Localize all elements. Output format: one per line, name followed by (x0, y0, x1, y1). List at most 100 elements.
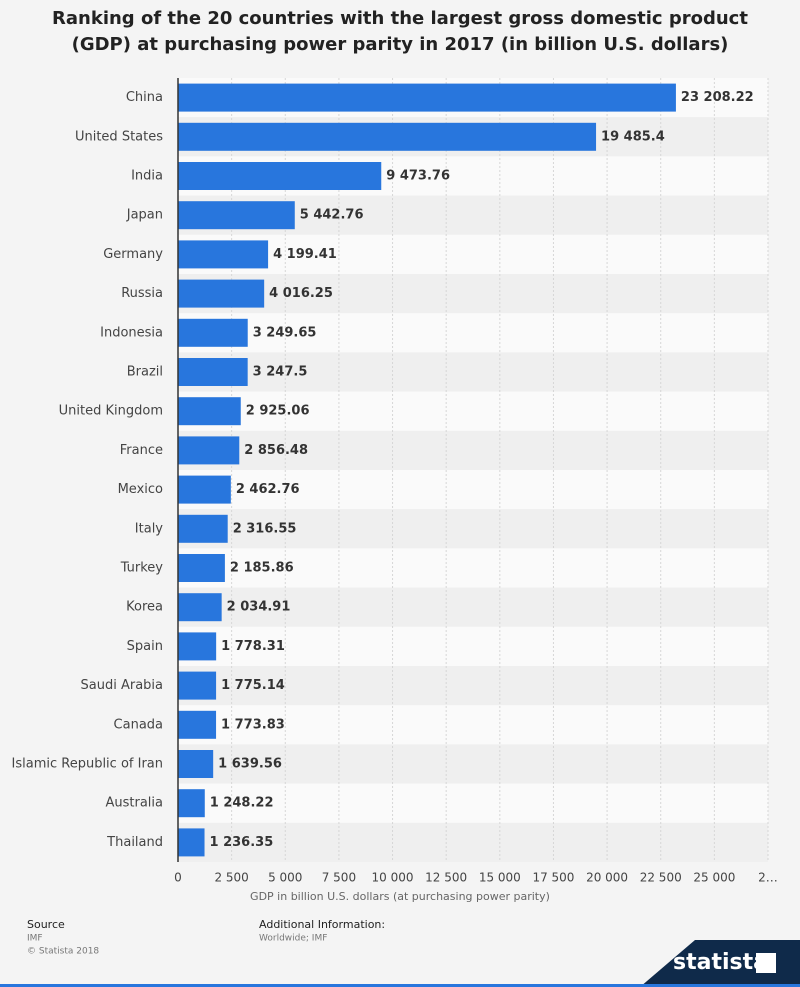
x-tick-label: 10 000 (372, 871, 414, 885)
bar (178, 514, 228, 543)
copyright: © Statista 2018 (27, 947, 99, 957)
x-tick-label: 15 000 (479, 871, 521, 885)
value-label: 19 485.4 (601, 129, 665, 144)
row-stripe (178, 822, 768, 862)
row-stripe (178, 548, 768, 588)
bar (178, 436, 240, 465)
bar (178, 593, 222, 622)
row-stripe (178, 391, 768, 431)
row-stripe (178, 313, 768, 353)
x-tick-label: 7 500 (322, 871, 356, 885)
y-tick-label: Australia (105, 796, 163, 811)
source: IMF (27, 934, 43, 944)
chart-title: Ranking of the 20 countries with the lar… (52, 8, 748, 55)
logo-background (640, 940, 800, 987)
x-axis-title: GDP in billion U.S. dollars (at purchasi… (250, 890, 550, 903)
row-stripe (178, 470, 768, 510)
y-tick-label: Korea (126, 600, 163, 615)
bar (178, 162, 382, 190)
bar (178, 279, 265, 308)
x-tick-label: 0 (174, 871, 182, 885)
y-tick-label: Italy (135, 521, 164, 536)
row-stripe (178, 430, 768, 470)
y-tick-label: Islamic Republic of Iran (12, 757, 163, 772)
y-tick-label: Japan (126, 208, 163, 223)
y-tick-label: India (131, 169, 163, 184)
value-label: 2 925.06 (246, 404, 310, 419)
x-tick-label: 25 000 (693, 871, 735, 885)
info: Worldwide; IMF (259, 934, 327, 944)
y-tick-label: Mexico (118, 482, 163, 497)
y-tick-label: Spain (127, 639, 163, 654)
row-stripe (178, 234, 768, 274)
x-tick-label: 5 000 (268, 871, 302, 885)
row-stripe (178, 274, 768, 314)
bar (178, 671, 217, 700)
y-tick-label: Germany (103, 247, 163, 262)
value-label: 1 236.35 (210, 835, 274, 850)
bar (178, 201, 295, 230)
value-label: 1 778.31 (221, 639, 285, 654)
y-tick-label: United Kingdom (59, 404, 163, 419)
logo-icon (756, 953, 776, 973)
bar (178, 475, 231, 504)
value-label: 23 208.22 (681, 90, 754, 105)
bar (178, 122, 597, 151)
bar (178, 240, 269, 269)
y-tick-label: Saudi Arabia (81, 678, 164, 693)
source-heading: Source (27, 918, 65, 931)
value-label: 2 856.48 (244, 443, 308, 458)
x-tick-label: 17 500 (532, 871, 574, 885)
y-tick-label: Turkey (120, 561, 164, 576)
footer-line (0, 984, 800, 987)
logo: statista (673, 950, 768, 975)
x-tick-label: 12 500 (425, 871, 467, 885)
y-tick-label: Russia (121, 286, 163, 301)
bar (178, 318, 248, 347)
row-stripe (178, 666, 768, 706)
x-tick-label: 22 500 (640, 871, 682, 885)
row-stripe (178, 626, 768, 666)
x-tick-label: 2 500 (214, 871, 248, 885)
y-tick-label: Thailand (106, 835, 163, 850)
value-label: 3 247.5 (253, 365, 308, 380)
y-tick-label: China (126, 90, 163, 105)
value-label: 4 199.41 (273, 247, 337, 262)
bar (178, 632, 217, 661)
value-label: 1 775.14 (221, 678, 285, 693)
y-tick-label: Canada (114, 717, 163, 732)
bar (178, 710, 217, 739)
row-stripe (178, 509, 768, 549)
value-label: 1 639.56 (218, 757, 282, 772)
value-label: 3 249.65 (253, 325, 317, 340)
x-tick-label: 2… (758, 871, 778, 885)
bar (178, 397, 241, 426)
bar (178, 789, 205, 818)
y-tick-label: Indonesia (100, 325, 163, 340)
row-stripe (178, 783, 768, 823)
y-tick-label: United States (75, 129, 163, 144)
x-tick-label: 20 000 (586, 871, 628, 885)
bar (178, 83, 676, 112)
value-label: 5 442.76 (300, 208, 364, 223)
value-label: 9 473.76 (386, 169, 450, 184)
value-label: 1 773.83 (221, 717, 285, 732)
value-label: 2 185.86 (230, 561, 294, 576)
bar (178, 358, 248, 386)
value-label: 1 248.22 (210, 796, 274, 811)
bar (178, 828, 205, 857)
value-label: 2 316.55 (233, 521, 297, 536)
row-stripe (178, 744, 768, 784)
bar (178, 554, 225, 582)
value-label: 2 462.76 (236, 482, 300, 497)
row-stripe (178, 705, 768, 745)
info-heading: Additional Information: (259, 918, 385, 931)
row-stripe (178, 352, 768, 392)
y-tick-label: France (120, 443, 163, 458)
value-label: 2 034.91 (227, 600, 291, 615)
row-stripe (178, 587, 768, 627)
bar (178, 750, 214, 778)
y-tick-label: Brazil (127, 365, 163, 380)
